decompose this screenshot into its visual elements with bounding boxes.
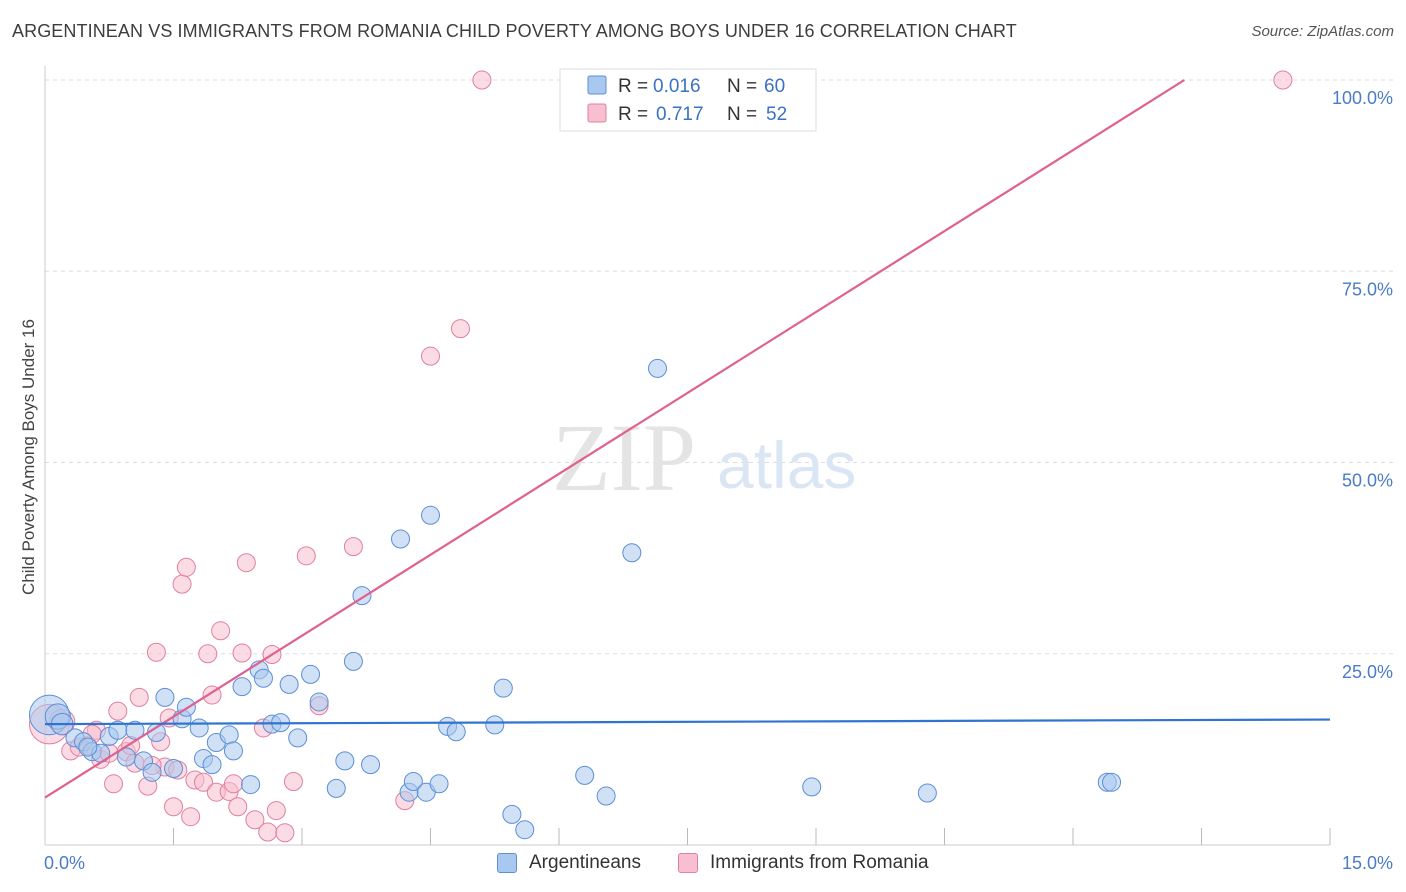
legend-blue-r-label: R = — [618, 76, 648, 97]
romania-point-24 — [193, 772, 213, 792]
romania-point-39 — [283, 772, 303, 792]
argentineans-point-50 — [575, 765, 595, 785]
argentineans-point-30 — [288, 728, 308, 748]
legend-box: R = 0.016 N = 60 R = 0.717 N = 52 — [559, 68, 817, 132]
argentineans-point-23 — [232, 677, 252, 697]
legend-blue-swatch — [587, 75, 607, 95]
watermark-zip: ZIP — [552, 404, 696, 511]
bottom-legend-argentineans: Argentineans — [497, 852, 641, 874]
argentineans-point-40 — [403, 772, 423, 792]
bottom-legend-pink-swatch — [678, 853, 698, 873]
y-tick-label-1: 75.0% — [1342, 279, 1393, 299]
argentineans-point-26 — [253, 668, 273, 688]
legend-blue-r-value: 0.016 — [653, 76, 701, 97]
argentineans-point-13 — [155, 687, 175, 707]
argentineans-point-58 — [78, 737, 98, 757]
romania-point-14 — [146, 642, 166, 662]
argentineans-point-10 — [125, 720, 145, 740]
argentineans-point-32 — [309, 692, 329, 712]
argentineans-point-48 — [502, 804, 522, 824]
argentineans-point-14 — [164, 759, 183, 778]
romania-trend-line — [44, 79, 1185, 799]
argentineans-point-55 — [917, 783, 937, 803]
legend-pink-r-value: 0.717 — [656, 104, 704, 125]
argentineans-point-21 — [219, 725, 239, 745]
chart-title: ARGENTINEAN VS IMMIGRANTS FROM ROMANIA C… — [12, 21, 1017, 41]
argentineans-point-38 — [391, 529, 411, 549]
argentineans-point-34 — [335, 751, 355, 771]
argentineans-point-57 — [1102, 772, 1122, 792]
argentineans-point-19 — [202, 755, 222, 775]
romania-point-45 — [450, 319, 470, 339]
romania-point-42 — [343, 537, 363, 557]
argentineans-point-37 — [361, 755, 381, 775]
argentineans-point-53 — [648, 358, 668, 378]
y-tick-label-3: 25.0% — [1342, 662, 1393, 682]
romania-point-51 — [266, 801, 286, 821]
bottom-legend-romania: Immigrants from Romania — [678, 852, 929, 874]
argentineans-point-43 — [429, 774, 449, 794]
argentineans-point-46 — [485, 715, 505, 735]
tick-labels: 100.0% 75.0% 50.0% 25.0% 0.0% 15.0% — [44, 88, 1393, 873]
x-tick-label-1: 15.0% — [1342, 853, 1393, 873]
legend-pink-n-value: 52 — [766, 104, 787, 125]
romania-point-32 — [232, 643, 252, 663]
argentineans-point-22 — [223, 741, 243, 761]
romania-point-33 — [236, 553, 256, 573]
y-tick-label-2: 50.0% — [1342, 471, 1393, 491]
argentineans-trend-line — [44, 718, 1331, 726]
argentineans-point-51 — [596, 786, 616, 806]
romania-point-38 — [275, 823, 295, 843]
romania-point-12 — [129, 687, 149, 707]
argentineans-point-17 — [189, 718, 209, 738]
romania-point-34 — [245, 810, 265, 830]
argentineans-point-12 — [142, 762, 162, 782]
romania-point-22 — [181, 807, 201, 827]
argentineans-point-42 — [421, 505, 440, 525]
bottom-legend-blue-swatch — [497, 853, 517, 873]
romania-point-18 — [164, 797, 183, 817]
romania-point-44 — [421, 346, 440, 366]
romania-point-25 — [198, 644, 218, 664]
romania-point-40 — [296, 546, 316, 566]
argentineans-point-35 — [343, 651, 363, 671]
romania-point-8 — [104, 774, 124, 794]
x-tick-label-0: 0.0% — [44, 853, 85, 873]
argentineans-point-49 — [515, 820, 535, 840]
legend-blue-n-label: N = — [727, 76, 757, 97]
watermark: ZIP atlas — [552, 404, 856, 511]
bottom-legend-blue-label: Argentineans — [529, 852, 641, 873]
romania-point-30 — [223, 774, 243, 794]
y-tick-label-0: 100.0% — [1332, 88, 1393, 108]
romania-point-21 — [176, 557, 196, 577]
argentineans-point-33 — [326, 778, 346, 798]
argentineans-point-31 — [301, 664, 321, 684]
romania-point-28 — [211, 621, 231, 641]
argentineans-point-47 — [493, 678, 513, 698]
argentineans-point-54 — [802, 777, 822, 797]
romania-point-47 — [1273, 70, 1293, 90]
romania-point-36 — [258, 822, 278, 842]
y-axis-label: Child Poverty Among Boys Under 16 — [19, 319, 38, 595]
legend-blue-n-value: 60 — [764, 76, 785, 97]
bottom-legend-pink-label: Immigrants from Romania — [710, 852, 929, 873]
romania-point-46 — [472, 70, 492, 90]
argentineans-point-29 — [279, 674, 299, 694]
legend-pink-swatch — [587, 103, 607, 123]
argentineans-point-24 — [241, 775, 261, 795]
argentineans-point-52 — [622, 543, 642, 563]
argentineans-point-45 — [446, 722, 466, 742]
watermark-atlas: atlas — [717, 428, 856, 502]
chart-source: Source: ZipAtlas.com — [1251, 23, 1394, 40]
romania-point-9 — [108, 701, 128, 721]
romania-point-31 — [228, 797, 248, 817]
trend-lines — [44, 79, 1331, 799]
romania-point-20 — [172, 574, 192, 594]
legend-pink-n-label: N = — [727, 104, 757, 125]
legend-pink-r-label: R = — [618, 104, 648, 125]
bottom-legend: Argentineans Immigrants from Romania — [0, 852, 1406, 878]
